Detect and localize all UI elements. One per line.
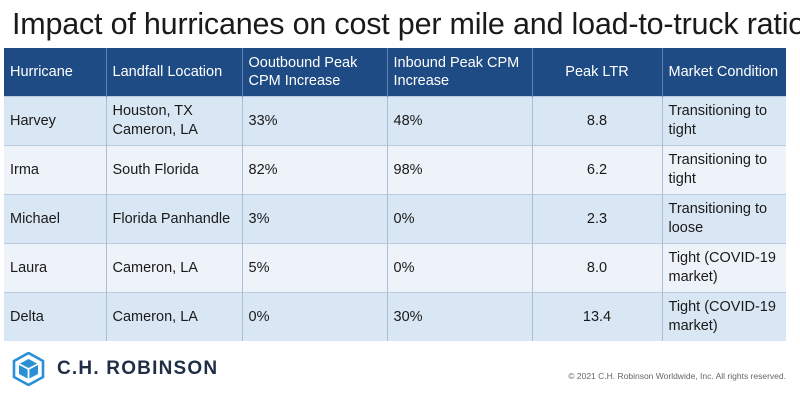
cell-landfall-location: Florida Panhandle bbox=[106, 194, 243, 244]
cell-market-condition: Transitioning to loose bbox=[662, 194, 786, 244]
cell-inbound-cpm: 0% bbox=[387, 194, 533, 244]
cell-market-condition: Tight (COVID-19 market) bbox=[662, 292, 786, 341]
cell-landfall-location: Cameron, LA bbox=[106, 292, 243, 341]
cell-hurricane: Michael bbox=[4, 194, 107, 244]
table-row: Delta Cameron, LA 0% 30% 13.4 Tight (COV… bbox=[4, 292, 786, 341]
cell-inbound-cpm: 0% bbox=[387, 243, 533, 293]
hurricane-table: Hurricane Landfall Location Ooutbound Pe… bbox=[4, 48, 786, 341]
table-row: Laura Cameron, LA 5% 0% 8.0 Tight (COVID… bbox=[4, 243, 786, 293]
header-landfall-location: Landfall Location bbox=[106, 48, 243, 97]
cell-outbound-cpm: 3% bbox=[242, 194, 388, 244]
cell-inbound-cpm: 30% bbox=[387, 292, 533, 341]
copyright-notice: © 2021 C.H. Robinson Worldwide, Inc. All… bbox=[568, 371, 786, 381]
company-logo: C.H. ROBINSON bbox=[12, 352, 218, 386]
cell-market-condition: Transitioning to tight bbox=[662, 96, 786, 146]
cell-hurricane: Laura bbox=[4, 243, 107, 293]
cell-hurricane: Harvey bbox=[4, 96, 107, 146]
cell-outbound-cpm: 0% bbox=[242, 292, 388, 341]
header-peak-ltr: Peak LTR bbox=[532, 48, 663, 97]
cell-market-condition: Tight (COVID-19 market) bbox=[662, 243, 786, 293]
chr-logo-icon bbox=[12, 352, 45, 386]
cell-peak-ltr: 8.8 bbox=[532, 96, 663, 146]
header-outbound-cpm: Ooutbound Peak CPM Increase bbox=[242, 48, 388, 97]
cell-outbound-cpm: 5% bbox=[242, 243, 388, 293]
cell-landfall-location: Cameron, LA bbox=[106, 243, 243, 293]
cell-peak-ltr: 2.3 bbox=[532, 194, 663, 244]
header-hurricane: Hurricane bbox=[4, 48, 107, 97]
table-row: Irma South Florida 82% 98% 6.2 Transitio… bbox=[4, 145, 786, 195]
cell-landfall-location: South Florida bbox=[106, 145, 243, 195]
cell-landfall-location: Houston, TX Cameron, LA bbox=[106, 96, 243, 146]
table-row: Harvey Houston, TX Cameron, LA 33% 48% 8… bbox=[4, 96, 786, 146]
cell-hurricane: Irma bbox=[4, 145, 107, 195]
cell-hurricane: Delta bbox=[4, 292, 107, 341]
cell-outbound-cpm: 33% bbox=[242, 96, 388, 146]
table-header-row: Hurricane Landfall Location Ooutbound Pe… bbox=[4, 48, 786, 97]
cell-inbound-cpm: 98% bbox=[387, 145, 533, 195]
cell-peak-ltr: 8.0 bbox=[532, 243, 663, 293]
cell-market-condition: Transitioning to tight bbox=[662, 145, 786, 195]
table-row: Michael Florida Panhandle 3% 0% 2.3 Tran… bbox=[4, 194, 786, 244]
cell-inbound-cpm: 48% bbox=[387, 96, 533, 146]
cell-peak-ltr: 6.2 bbox=[532, 145, 663, 195]
page-title: Impact of hurricanes on cost per mile an… bbox=[12, 7, 800, 41]
header-inbound-cpm: Inbound Peak CPM Increase bbox=[387, 48, 533, 97]
logo-text: C.H. ROBINSON bbox=[57, 358, 219, 379]
header-market-condition: Market Condition bbox=[662, 48, 786, 97]
cell-outbound-cpm: 82% bbox=[242, 145, 388, 195]
cell-peak-ltr: 13.4 bbox=[532, 292, 663, 341]
